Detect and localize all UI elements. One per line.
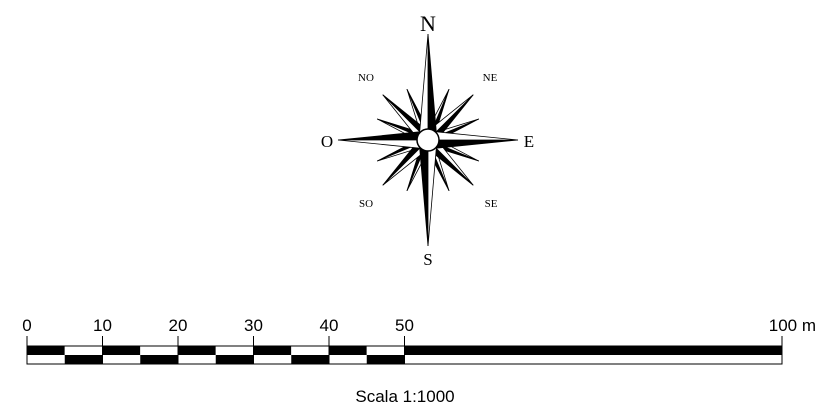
scale-segment-bottom (64, 355, 103, 364)
compass-rose: N S E O NE NO SE SO (321, 11, 534, 269)
scale-tick-label: 0 (22, 316, 31, 335)
compass-ray-dark (418, 139, 429, 247)
compass-label-southeast: SE (485, 198, 498, 210)
scale-segment-bottom (404, 355, 782, 364)
scale-bar-labels: 0 10 20 30 40 50 100 m (22, 316, 816, 335)
compass-ray-dark (427, 33, 438, 141)
compass-ray-dark (427, 139, 519, 150)
scale-segment-bottom (366, 355, 405, 364)
scale-bar-ticks (26, 336, 783, 364)
scale-tick-label: 10 (93, 316, 112, 335)
compass-label-south: S (423, 250, 432, 269)
scale-segment-top (253, 346, 292, 355)
compass-label-north: N (420, 11, 436, 36)
scale-tick-label: 30 (244, 316, 263, 335)
scale-caption: Scala 1:1000 (355, 387, 454, 406)
scale-segment-bottom (215, 355, 254, 364)
scale-segment-top (178, 346, 216, 355)
scale-tick-label: 20 (169, 316, 188, 335)
compass-label-northwest: NO (358, 72, 374, 84)
compass-label-northeast: NE (483, 72, 498, 84)
scale-bar: 0 10 20 30 40 50 100 m Scala 1:1000 (22, 316, 816, 406)
compass-ray-light (337, 139, 429, 150)
scale-segment-bottom (178, 355, 216, 364)
scale-segment-top (291, 346, 329, 355)
scale-segment-top (102, 346, 141, 355)
compass-ray-light (427, 130, 519, 141)
scale-segment-bottom (27, 355, 65, 364)
compass-ray-dark (337, 130, 429, 141)
scale-segment-top (215, 346, 254, 355)
scale-segment-bottom (140, 355, 178, 364)
scale-segment-top (27, 346, 65, 355)
scale-segment-top (366, 346, 405, 355)
scale-tick-label: 40 (320, 316, 339, 335)
scale-tick-label: 100 m (769, 316, 816, 335)
scale-segment-bottom (102, 355, 141, 364)
compass-center-circle (416, 128, 440, 152)
scale-tick-label: 50 (395, 316, 414, 335)
compass-label-east: E (524, 132, 534, 151)
scale-segment-top (404, 346, 782, 355)
compass-label-west: O (321, 132, 333, 151)
compass-label-southwest: SO (359, 198, 373, 210)
compass-ray-light (418, 33, 429, 141)
compass-ray-light (427, 139, 438, 247)
scale-segment-bottom (291, 355, 329, 364)
scale-segment-top (140, 346, 178, 355)
compass-rays (337, 33, 519, 247)
scale-segment-bottom (253, 355, 292, 364)
scale-segment-top (64, 346, 103, 355)
scale-segment-top (329, 346, 367, 355)
scale-segment-bottom (329, 355, 367, 364)
